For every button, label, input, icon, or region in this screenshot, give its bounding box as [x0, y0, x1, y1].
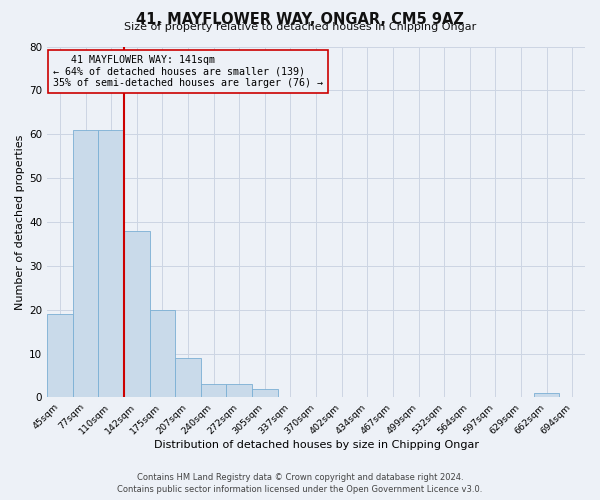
- Bar: [534, 393, 559, 398]
- Text: 41, MAYFLOWER WAY, ONGAR, CM5 9AZ: 41, MAYFLOWER WAY, ONGAR, CM5 9AZ: [136, 12, 464, 28]
- Bar: [47, 314, 73, 398]
- Bar: [73, 130, 98, 398]
- Text: Size of property relative to detached houses in Chipping Ongar: Size of property relative to detached ho…: [124, 22, 476, 32]
- Bar: [149, 310, 175, 398]
- Bar: [124, 230, 149, 398]
- Bar: [201, 384, 226, 398]
- Bar: [175, 358, 201, 398]
- Text: 41 MAYFLOWER WAY: 141sqm
← 64% of detached houses are smaller (139)
35% of semi-: 41 MAYFLOWER WAY: 141sqm ← 64% of detach…: [53, 56, 323, 88]
- Bar: [98, 130, 124, 398]
- X-axis label: Distribution of detached houses by size in Chipping Ongar: Distribution of detached houses by size …: [154, 440, 479, 450]
- Bar: [252, 388, 278, 398]
- Text: Contains HM Land Registry data © Crown copyright and database right 2024.
Contai: Contains HM Land Registry data © Crown c…: [118, 473, 482, 494]
- Bar: [226, 384, 252, 398]
- Y-axis label: Number of detached properties: Number of detached properties: [15, 134, 25, 310]
